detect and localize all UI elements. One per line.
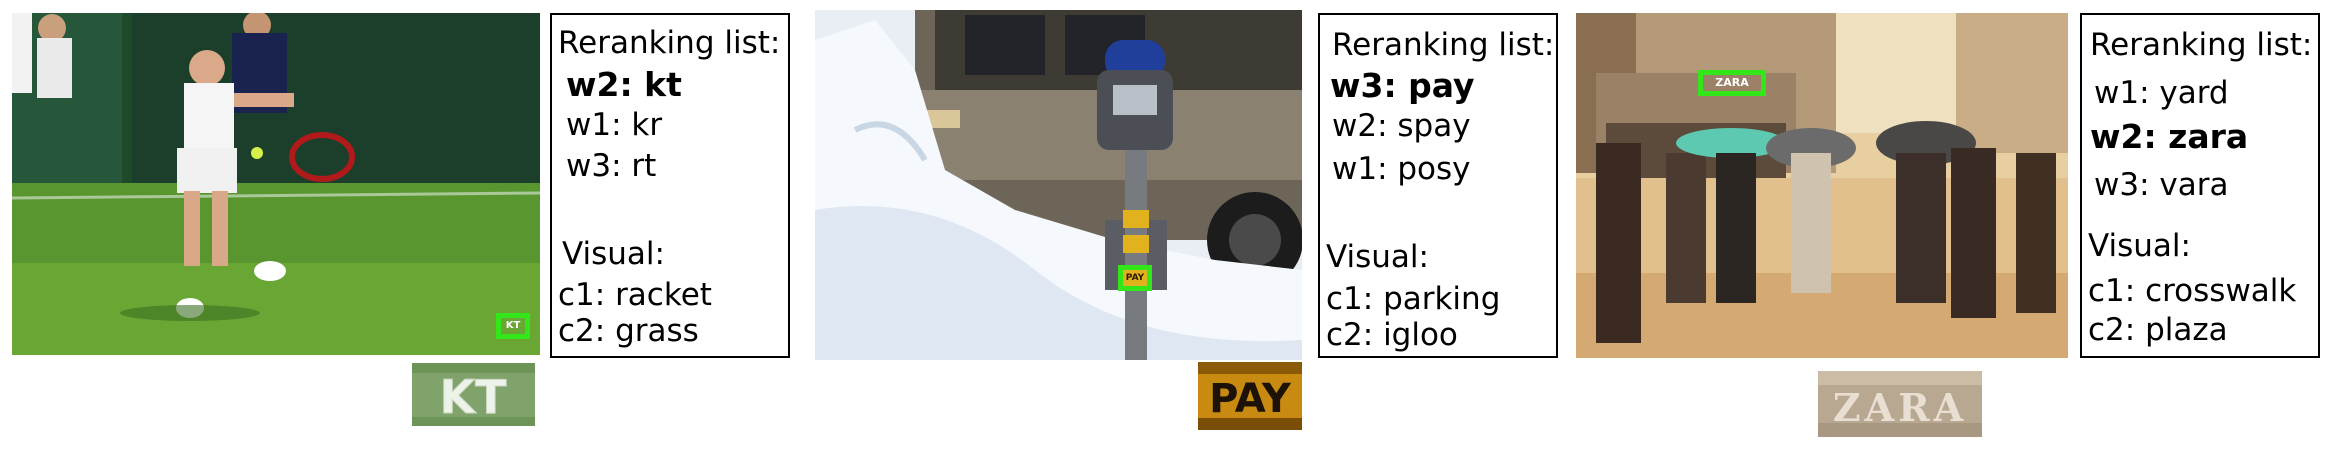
visual-header: Visual: — [2088, 228, 2191, 264]
street-text-crop: ZARA — [1818, 371, 1982, 437]
visual-item: c2: grass — [558, 313, 699, 349]
visual-item: c1: crosswalk — [2088, 273, 2297, 309]
rerank-item: w2: kt — [566, 65, 682, 104]
parking-text-crop: PAY — [1198, 362, 1302, 430]
rerank-item: w3: pay — [1330, 66, 1475, 105]
rerank-item: w1: posy — [1332, 151, 1471, 187]
visual-header: Visual: — [562, 236, 665, 272]
visual-item: c1: racket — [558, 277, 712, 313]
crop-text: PAY — [1209, 376, 1292, 422]
detected-text: PAY — [1125, 273, 1145, 283]
rerank-item: w1: kr — [566, 107, 663, 143]
crop-text: KT — [439, 370, 507, 424]
detected-text: ZARA — [1715, 76, 1749, 89]
rerank-item: w2: zara — [2090, 117, 2249, 156]
parking-reranking-box: Reranking list: w3: pay w2: spay w1: pos… — [1318, 13, 1558, 358]
text-detection-box: PAY — [1118, 265, 1152, 291]
parking-photo: PAY — [815, 10, 1302, 360]
detected-text: KT — [505, 320, 521, 331]
crop-text: ZARA — [1833, 385, 1967, 430]
visual-item: c2: igloo — [1326, 317, 1458, 353]
rerank-item: w3: rt — [566, 148, 657, 184]
rerank-item: w2: spay — [1332, 108, 1471, 144]
tennis-photo: KT — [12, 13, 540, 355]
reranking-header: Reranking list: — [2090, 27, 2313, 63]
street-reranking-box: Reranking list: w1: yard w2: zara w3: va… — [2080, 13, 2320, 358]
tennis-text-crop: KT — [412, 363, 535, 426]
text-detection-box: ZARA — [1698, 70, 1766, 96]
street-photo: ZARA — [1576, 13, 2068, 358]
visual-item: c2: plaza — [2088, 312, 2228, 348]
text-detection-box: KT — [496, 313, 530, 339]
rerank-item: w1: yard — [2094, 75, 2229, 111]
visual-item: c1: parking — [1326, 281, 1501, 317]
rerank-item: w3: vara — [2094, 167, 2229, 203]
tennis-reranking-box: Reranking list: w2: kt w1: kr w3: rt Vis… — [550, 13, 790, 358]
visual-header: Visual: — [1326, 239, 1429, 275]
reranking-header: Reranking list: — [558, 25, 781, 61]
reranking-header: Reranking list: — [1332, 27, 1555, 63]
